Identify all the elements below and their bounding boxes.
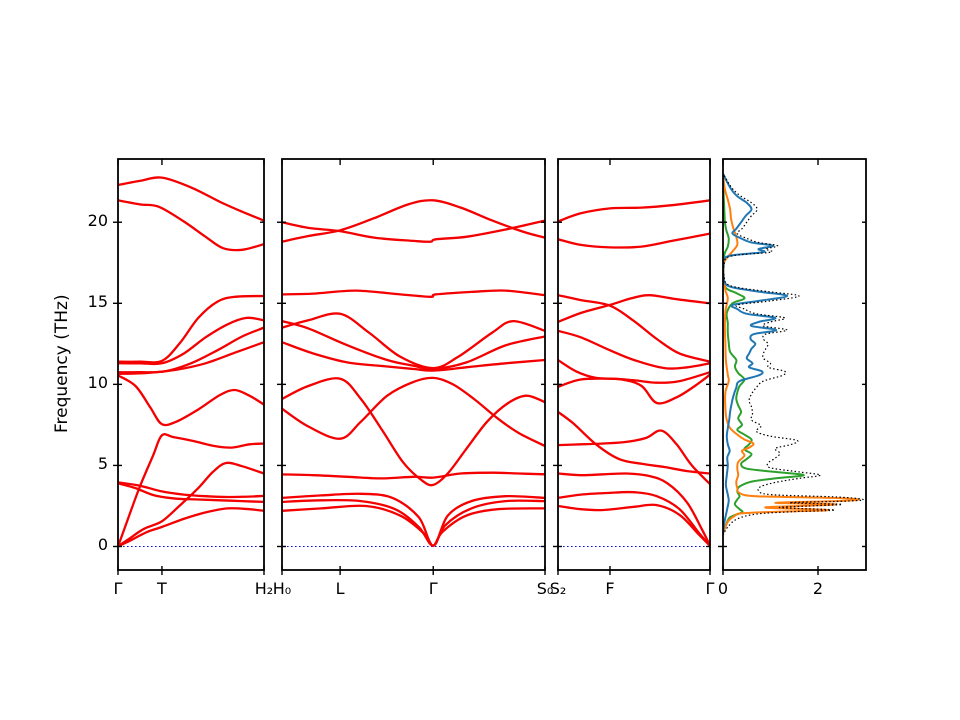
phonon-band-curve (118, 341, 264, 375)
phonon-band-curve (118, 294, 264, 364)
phonon-band-curve (558, 503, 710, 547)
panel-frame (281, 158, 546, 571)
phonon-band-curve (282, 199, 545, 243)
panel-frame (117, 158, 265, 571)
phonon-band-curve (558, 294, 710, 363)
phonon-band-curve (118, 482, 264, 504)
phonon-band-curve (282, 498, 545, 547)
xtick-label-T: T (157, 579, 167, 598)
phonon-band-curve (118, 326, 264, 374)
phonon-band-curve (118, 374, 264, 427)
ytick-label-15: 15 (87, 292, 108, 312)
xtick-label-Γ: Γ (705, 579, 715, 598)
xtick-label-F: F (605, 579, 615, 598)
dos-total-dotted (723, 173, 864, 536)
phonon-band-curve (558, 429, 710, 486)
phonon-band-curve (558, 232, 710, 249)
phonon-band-curve (118, 176, 264, 222)
xtick-label-0: 0 (717, 579, 729, 598)
panel-frame (722, 158, 867, 571)
xtick-label-S₂: S₂ (549, 579, 567, 598)
phonon-band-curve (118, 433, 264, 548)
xtick-label-S₀: S₀ (536, 579, 554, 598)
phonon-band-curve (558, 490, 710, 547)
panel-frame (557, 158, 711, 571)
phonon-band-curve (282, 492, 545, 547)
ytick-label-5: 5 (97, 454, 108, 474)
phonon-band-curve (282, 471, 545, 480)
phonon-band-curve (282, 312, 545, 370)
phonon-band-curve (558, 472, 710, 547)
phonon-band-curve (282, 376, 545, 448)
phonon-band-curve (118, 481, 264, 499)
xtick-label-Γ: Γ (428, 579, 438, 598)
phonon-band-curve (558, 199, 710, 223)
ytick-label-10: 10 (87, 373, 108, 393)
phonon-band-curve (558, 410, 710, 475)
xtick-label-Γ: Γ (113, 579, 123, 598)
phonon-band-curve (282, 377, 545, 487)
phonon-band-curve (118, 199, 264, 252)
phonon-band-curve (282, 319, 545, 371)
xtick-label-L: L (335, 579, 345, 598)
phonon-band-curve (118, 316, 264, 366)
phonon-band-curve (558, 371, 710, 388)
phonon-band-curve (118, 461, 264, 548)
ytick-label-0: 0 (97, 535, 108, 555)
phonon-band-curve (282, 504, 545, 547)
phonon-band-curve (558, 358, 710, 405)
dos-projection-blue (723, 173, 789, 534)
ytick-label-20: 20 (87, 211, 108, 231)
xtick-label-2: 2 (812, 579, 824, 598)
phonon-band-curve (118, 507, 264, 548)
xtick-label-H₀: H₀ (272, 579, 292, 598)
xtick-label-H₂: H₂ (254, 579, 274, 598)
phonon-band-curve (558, 329, 710, 370)
phonon-band-curve (282, 219, 545, 243)
phonon-band-curve (282, 341, 545, 372)
phonon-band-curve (558, 294, 710, 324)
phonon-band-curve (282, 289, 545, 298)
